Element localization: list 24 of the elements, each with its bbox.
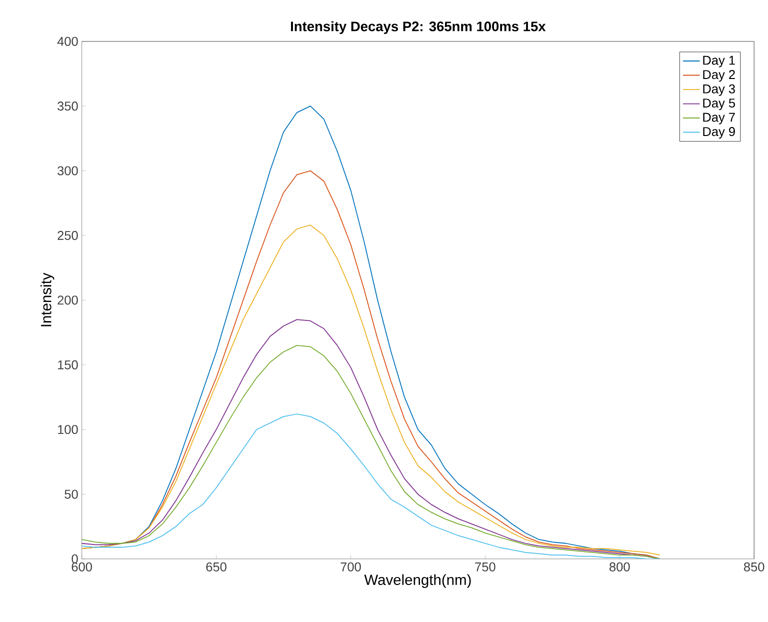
- y-tick-label: 100: [58, 425, 78, 434]
- x-tick-label: 700: [340, 562, 361, 572]
- x-tick-label: 750: [475, 562, 496, 572]
- legend-label: Day 3: [703, 84, 735, 96]
- x-tick-label: 650: [206, 562, 226, 572]
- chart-title: Intensity Decays P2: 365nm 100ms 15x: [290, 21, 546, 34]
- x-tick-label: 800: [610, 562, 630, 572]
- y-axis-title: Intensity: [40, 272, 54, 326]
- x-tick-label: 600: [72, 562, 92, 572]
- x-tick-label: 850: [744, 562, 764, 572]
- legend-label: Day 7: [703, 112, 735, 124]
- legend-label: Day 9: [703, 127, 735, 139]
- y-tick-label: 200: [58, 296, 78, 305]
- y-tick-label: 250: [58, 230, 78, 240]
- x-axis-title: Wavelength(nm): [364, 574, 471, 588]
- y-tick-label: 350: [58, 102, 78, 111]
- legend-label: Day 1: [703, 56, 735, 68]
- y-tick-label: 400: [57, 36, 78, 46]
- y-tick-label: 0: [72, 554, 78, 564]
- legend-label: Day 2: [703, 70, 735, 82]
- y-tick-label: 150: [58, 360, 78, 370]
- legend-label: Day 5: [703, 98, 735, 110]
- y-tick-label: 300: [58, 166, 78, 176]
- y-tick-label: 50: [64, 490, 78, 499]
